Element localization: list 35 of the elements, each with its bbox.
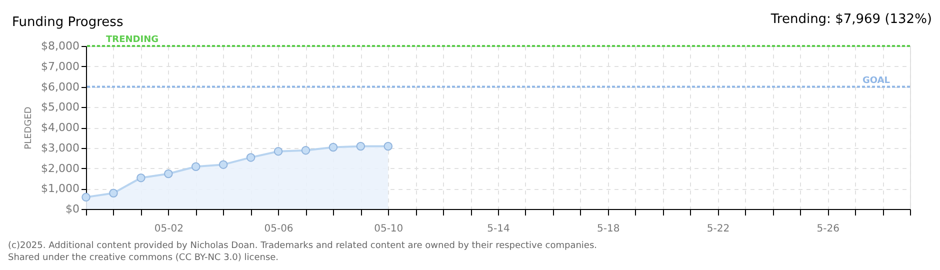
point [218, 160, 228, 169]
y-tick-label: $3,000 [41, 141, 80, 154]
x-tick-label: 05-06 [264, 224, 294, 234]
text: Shared under the creative commons (CC BY-NC 3.0) license. [8, 253, 279, 263]
y-tick-label: $5,000 [41, 100, 80, 114]
text: (c)2025. Additional content provided by Nicholas Doan. Trademarks and related content are owned by their respective companies. [8, 241, 598, 251]
point [164, 169, 173, 178]
y-tick-label: $2,000 [41, 162, 80, 175]
x-tick-label: 05-02 [154, 224, 184, 234]
y-tick-label: $1,000 [41, 182, 80, 196]
chart-title: Funding Progress [12, 15, 124, 30]
y-tick-label: $4,000 [41, 121, 80, 134]
y-tick-label: $0 [66, 202, 80, 216]
y-tick-label: $7,000 [41, 60, 80, 73]
ref-line-label: GOAL [862, 76, 890, 86]
ref-line-label: TRENDING [106, 35, 158, 45]
x-tick-label: 5-22 [706, 224, 730, 234]
point [136, 173, 146, 182]
point [301, 146, 310, 155]
point [274, 146, 283, 156]
y-axis-title: PLEDGED [24, 106, 34, 150]
text: Trending: $7,969 (132%) [770, 12, 932, 27]
y-tick-label: $8,000 [41, 40, 80, 52]
point [384, 142, 393, 151]
x-tick-label: 5-14 [487, 224, 510, 234]
y-tick-label: $6,000 [41, 80, 80, 94]
point [356, 142, 366, 151]
point [109, 188, 118, 198]
point [246, 153, 256, 162]
point [328, 142, 338, 152]
point [82, 192, 90, 202]
point [191, 162, 200, 171]
x-tick-label: 05-10 [374, 224, 404, 234]
x-tick-label: 5-18 [597, 224, 620, 234]
x-tick-label: 5-26 [816, 224, 840, 234]
